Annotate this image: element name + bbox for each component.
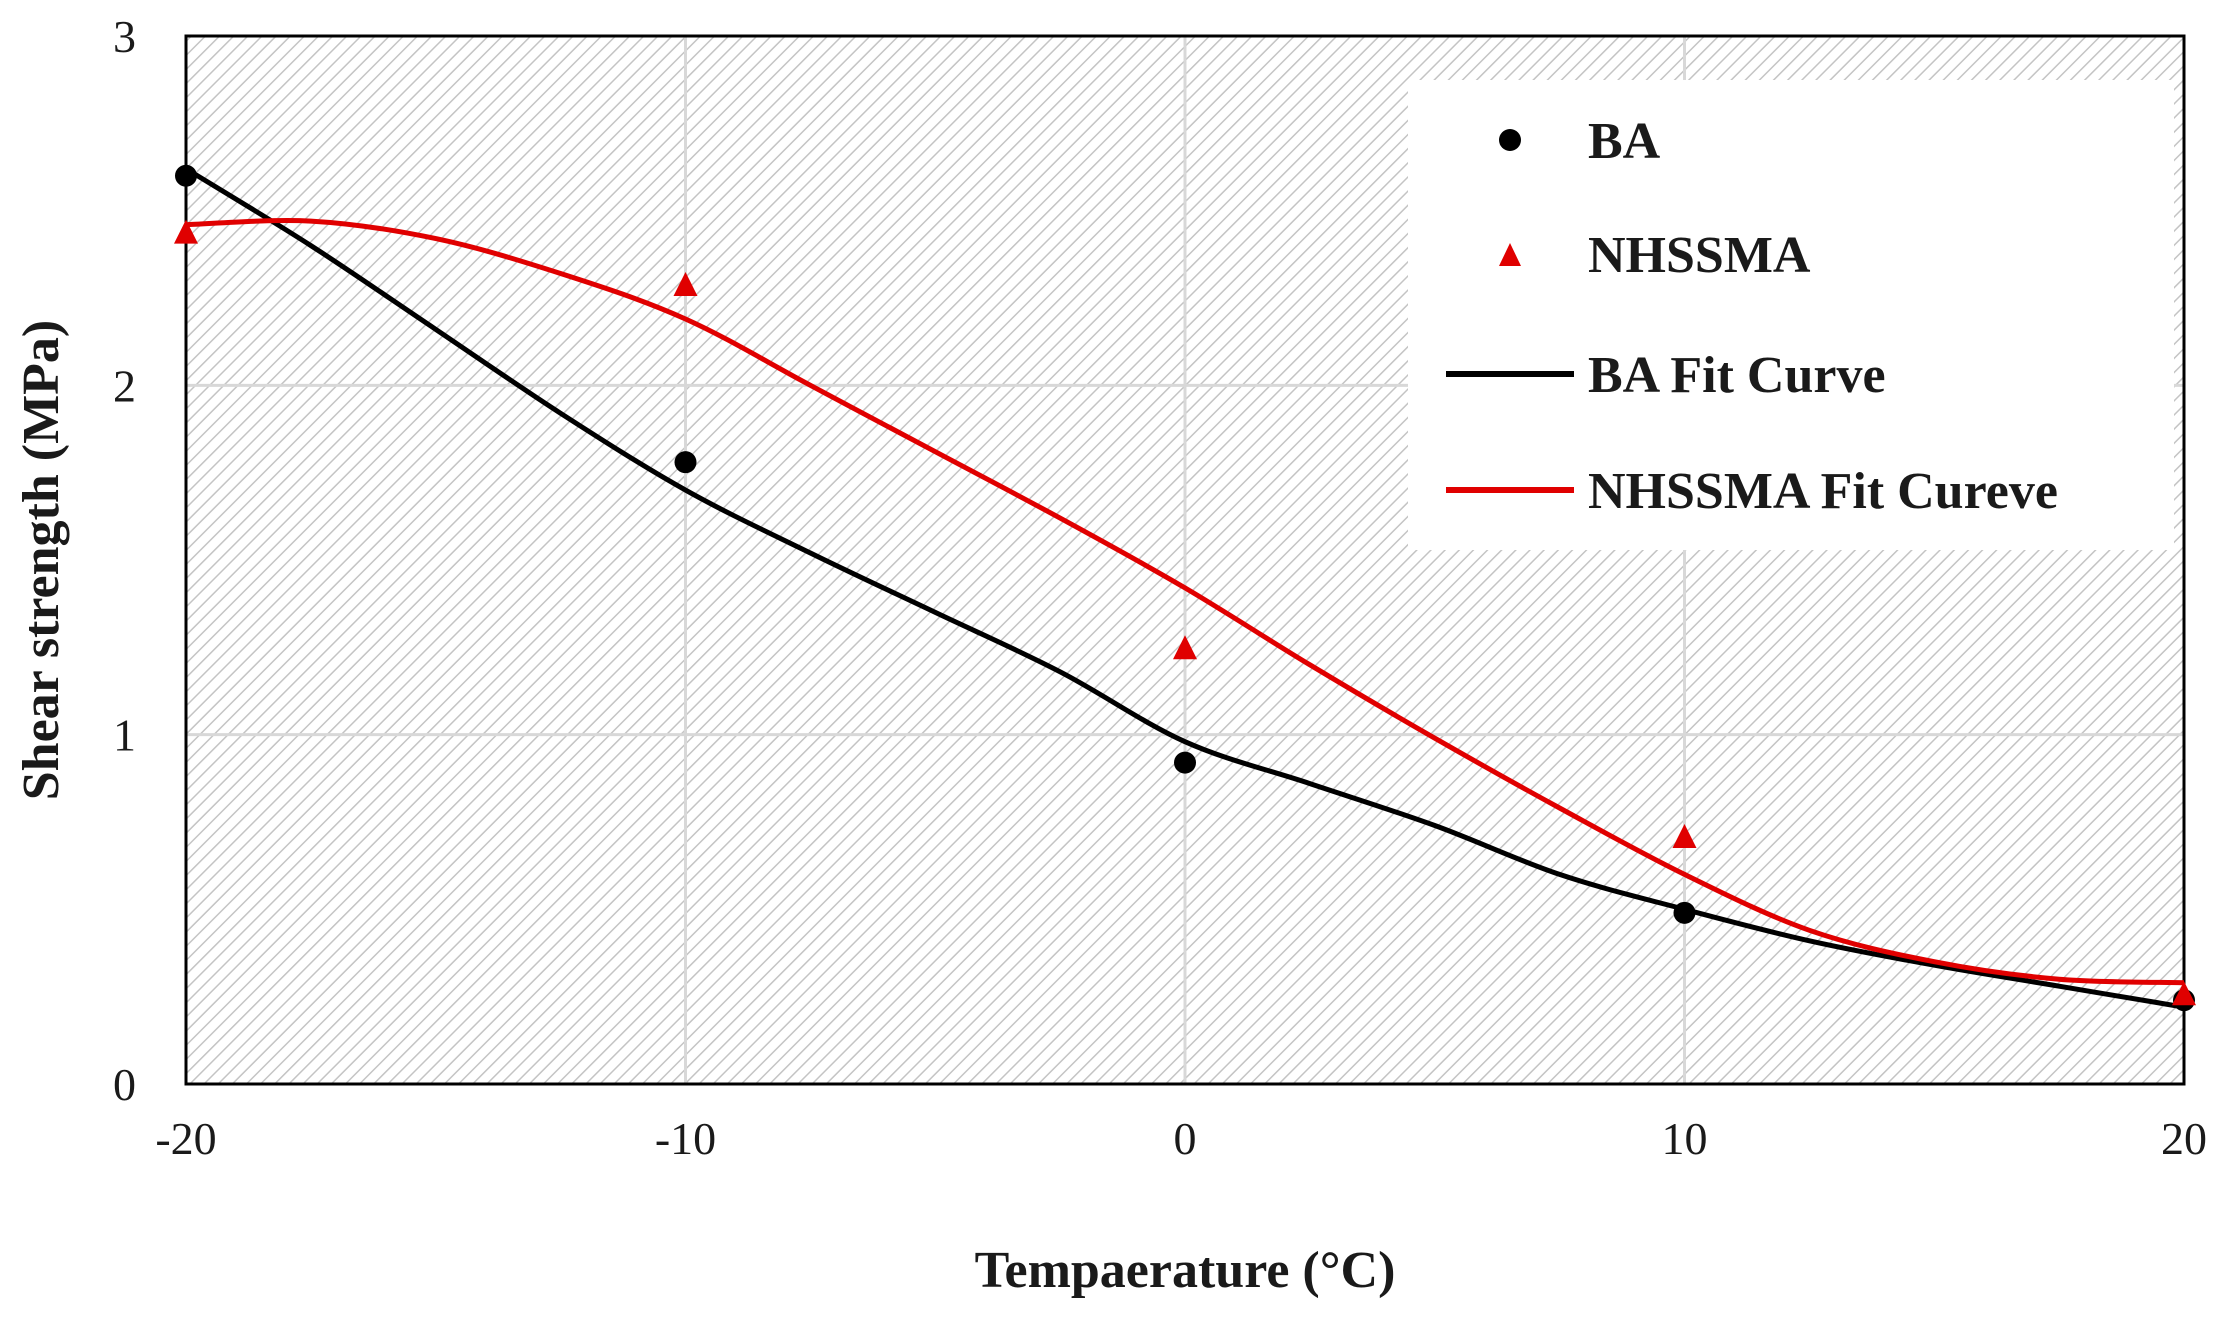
x-tick-label: 0 xyxy=(1174,1113,1197,1164)
y-tick-label: 3 xyxy=(113,11,136,62)
legend-item-ba-fit-curve: BA Fit Curve xyxy=(1446,347,1886,404)
legend: BA NHSSMA BA Fit Curve NHSSMA Fit Cureve xyxy=(1408,80,2174,550)
plot-area-border xyxy=(184,34,2186,1086)
ba-fit-curve-line xyxy=(186,166,2184,1010)
x-tick-label: 20 xyxy=(2161,1113,2207,1164)
ba-point xyxy=(674,451,697,474)
ba-point xyxy=(1174,751,1196,774)
ba-point xyxy=(1673,901,1696,924)
x-tick-label: -10 xyxy=(655,1113,716,1164)
legend-ba-marker xyxy=(1499,129,1521,151)
legend-item-nhssma: NHSSMA xyxy=(1499,227,1811,284)
legend-ba-label: BA xyxy=(1588,113,1661,170)
marker-layer xyxy=(174,164,2196,1012)
y-tick-label: 1 xyxy=(113,710,136,761)
nhssma-point xyxy=(1173,635,1197,660)
legend-item-nhssma-fit-curve: NHSSMA Fit Cureve xyxy=(1446,463,2058,520)
legend-item-ba: BA xyxy=(1499,113,1661,170)
nhssma-point xyxy=(1672,824,1697,848)
nhssma-point xyxy=(2172,981,2196,1006)
y-tick-label: 0 xyxy=(113,1059,136,1110)
nhssma-point xyxy=(174,219,198,244)
x-axis-title: Tempaerature (°C) xyxy=(975,1242,1396,1299)
x-tick-label: -20 xyxy=(155,1113,216,1164)
x-axis-ticks: -20 -10 0 10 20 xyxy=(155,1113,2207,1164)
ba-point xyxy=(175,164,197,187)
y-axis-title: Shear strength (MPa) xyxy=(13,320,70,800)
legend-background xyxy=(1408,80,2174,550)
legend-nhssma-label: NHSSMA xyxy=(1588,227,1811,284)
series-layer xyxy=(186,166,2184,1010)
nhssma-fit-cureve-line xyxy=(186,218,2184,986)
legend-nhssma-fit-label: NHSSMA Fit Cureve xyxy=(1588,463,2058,520)
y-axis-ticks: 0 1 2 3 xyxy=(113,11,136,1110)
x-tick-label: 10 xyxy=(1662,1113,1708,1164)
y-tick-label: 2 xyxy=(113,360,136,411)
nhssma-point xyxy=(673,272,698,296)
legend-ba-fit-label: BA Fit Curve xyxy=(1588,347,1886,404)
legend-nhssma-marker xyxy=(1499,243,1521,266)
